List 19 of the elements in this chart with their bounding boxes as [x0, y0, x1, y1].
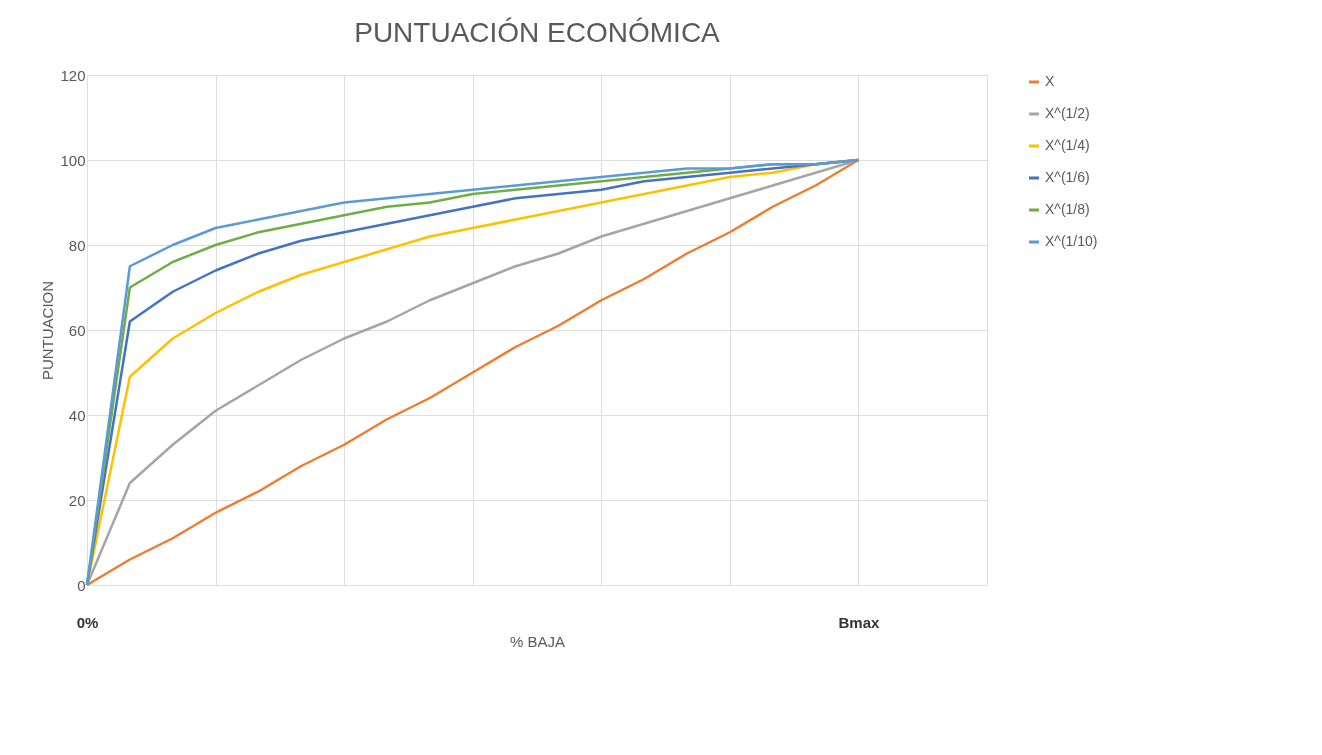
legend-label: X^(1/6): [1045, 169, 1090, 185]
legend-label: X^(1/8): [1045, 201, 1090, 217]
y-tick-label: 60: [68, 321, 86, 339]
x-tick-label: 0%: [76, 613, 99, 631]
y-tick-label: 0: [77, 576, 86, 594]
legend-label: X^(1/4): [1045, 137, 1090, 153]
x-axis-title: % BAJA: [509, 632, 566, 650]
chart-title: PUNTUACIÓN ECONÓMICA: [354, 17, 721, 48]
y-tick-label: 120: [60, 66, 86, 84]
x-tick-label: Bmax: [838, 613, 881, 631]
y-tick-label: 100: [60, 151, 86, 169]
y-axis-title: PUNTUACION: [39, 280, 57, 381]
legend-label: X^(1/10): [1045, 233, 1098, 249]
y-tick-label: 40: [68, 406, 86, 424]
line-series: [85, 158, 860, 587]
y-tick-label: 80: [68, 236, 86, 254]
legend-label: X^(1/2): [1045, 105, 1090, 121]
legend-label: X: [1045, 73, 1055, 89]
y-tick-label: 20: [68, 491, 86, 509]
